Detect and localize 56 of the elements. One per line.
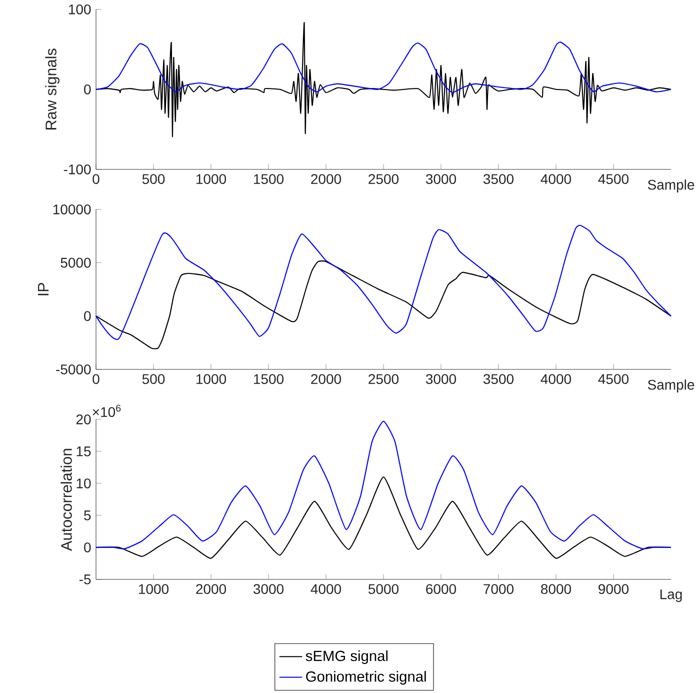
y-tick-label: 10000 xyxy=(53,204,91,214)
x-axis-title: Lag xyxy=(660,589,682,602)
x-tick-label: 3000 xyxy=(253,584,284,594)
text: ×10$^{6}$ xyxy=(92,404,121,417)
y-tick-label: 0 xyxy=(84,310,91,321)
line-series xyxy=(95,22,672,137)
y-tick-label: 10 xyxy=(76,478,91,488)
x-tick-label: 1000 xyxy=(196,374,226,384)
x-tick-label: 3000 xyxy=(426,374,456,384)
line-series xyxy=(95,420,672,550)
x-tick-label: 8000 xyxy=(541,584,572,594)
x-tick-label: 9000 xyxy=(598,584,629,594)
x-tick-label: 3500 xyxy=(483,174,514,184)
y-tick-label: 0 xyxy=(84,84,91,94)
y-tick-label: -5 xyxy=(79,574,91,584)
x-tick-label: 2500 xyxy=(368,374,399,384)
y-tick-label: 15 xyxy=(76,446,91,456)
x-tick-label: 1500 xyxy=(254,374,284,384)
legend-label: Goniometric signal xyxy=(306,670,426,684)
x-tick-label: 2500 xyxy=(368,174,399,184)
x-axis-title: Sample xyxy=(648,179,694,192)
x-tick-label: 1000 xyxy=(196,174,226,184)
y-axis-title: Raw signals xyxy=(45,48,60,130)
y-tick-label: 5000 xyxy=(60,258,91,268)
x-tick-label: 500 xyxy=(142,174,165,184)
x-tick-label: 6000 xyxy=(426,584,456,594)
x-tick-label: 2000 xyxy=(196,584,226,594)
x-axis-title: Sample xyxy=(648,379,694,392)
line-series xyxy=(95,41,672,93)
y-tick-label: -5000 xyxy=(56,364,91,374)
x-tick-label: 3000 xyxy=(426,174,456,184)
x-tick-label: 5000 xyxy=(368,584,399,594)
x-tick-label: 1500 xyxy=(254,174,284,184)
y-tick-label: -100 xyxy=(64,164,91,174)
x-tick-label: 4000 xyxy=(310,584,342,594)
y-tick-label: 5 xyxy=(84,510,91,520)
y-tick-label: 100 xyxy=(69,4,91,14)
y-tick-label: 20 xyxy=(76,414,91,424)
x-tick-label: 0 xyxy=(92,174,100,184)
x-tick-label: 0 xyxy=(92,374,100,384)
legend-label: sEMG signal xyxy=(306,650,388,664)
x-tick-label: 7000 xyxy=(484,584,514,594)
x-tick-label: 2000 xyxy=(311,174,342,184)
x-tick-label: 500 xyxy=(142,374,165,384)
line-series xyxy=(95,224,672,340)
x-tick-label: 1000 xyxy=(139,584,169,594)
x-tick-label: 4500 xyxy=(598,374,629,384)
y-tick-label: 0 xyxy=(84,542,91,552)
x-tick-label: 4000 xyxy=(540,374,572,384)
line-series xyxy=(95,260,672,350)
x-tick-label: 2000 xyxy=(311,374,342,384)
x-tick-label: 3500 xyxy=(483,374,514,384)
x-tick-label: 4000 xyxy=(540,174,572,184)
y-axis-title: IP xyxy=(38,282,49,296)
y-axis-title: Autocorrelation xyxy=(60,448,72,551)
x-tick-label: 4500 xyxy=(598,174,629,184)
